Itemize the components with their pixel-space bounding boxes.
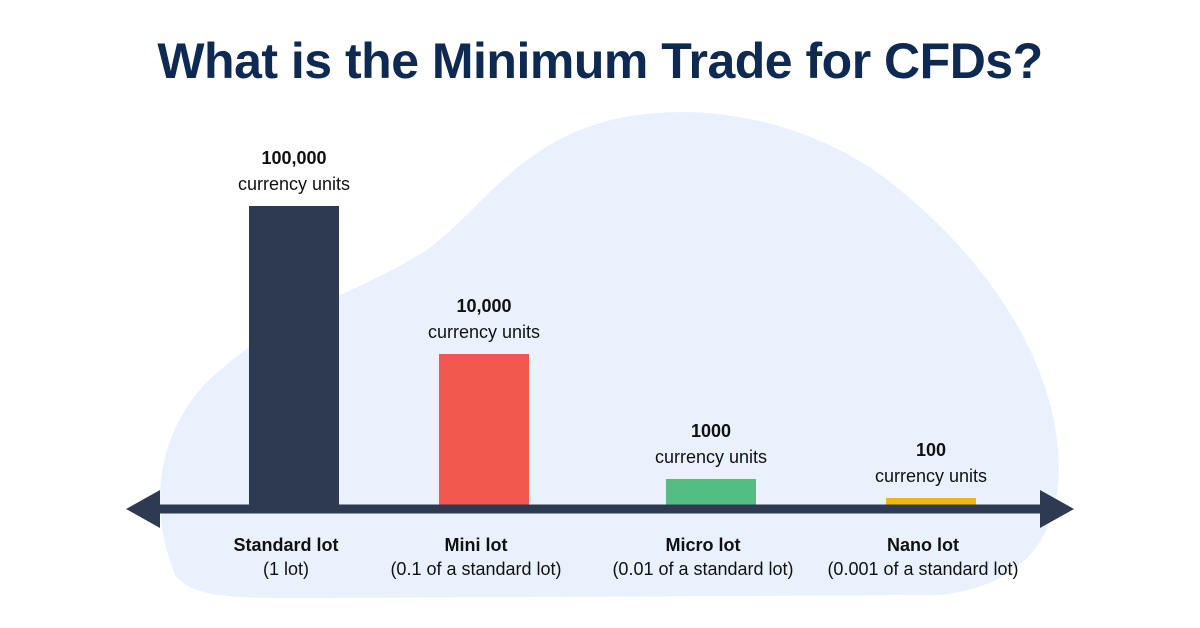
category-label-micro-lot: Micro lot [666,535,741,555]
unit-label-standard-lot: currency units [238,174,350,194]
bar-nano-lot [886,498,976,505]
category-labels-group: Standard lot (1 lot) Mini lot (0.1 of a sta… [233,535,1018,579]
chart-title: What is the Minimum Trade for CFDs? [157,33,1043,89]
category-sublabel-standard-lot: (1 lot) [263,559,309,579]
category-sublabel-nano-lot: (0.001 of a standard lot) [827,559,1018,579]
value-label-mini-lot: 10,000 [456,296,511,316]
unit-label-mini-lot: currency units [428,322,540,342]
x-axis [126,490,1074,528]
bar-standard-lot [249,206,339,505]
value-label-nano-lot: 100 [916,440,946,460]
value-label-micro-lot: 1000 [691,421,731,441]
bars-group [249,206,976,505]
unit-label-micro-lot: currency units [655,447,767,467]
bar-micro-lot [666,479,756,505]
value-label-standard-lot: 100,000 [261,148,326,168]
category-sublabel-micro-lot: (0.01 of a standard lot) [612,559,793,579]
background-blob [160,112,1059,599]
category-label-standard-lot: Standard lot [233,535,338,555]
bar-mini-lot [439,354,529,505]
value-labels-group: 100,000 currency units 10,000 currency unit… [238,148,987,486]
category-sublabel-mini-lot: (0.1 of a standard lot) [390,559,561,579]
axis-arrow-right-icon [1040,490,1074,528]
axis-arrow-left-icon [126,490,160,528]
category-label-nano-lot: Nano lot [887,535,959,555]
category-label-mini-lot: Mini lot [445,535,508,555]
unit-label-nano-lot: currency units [875,466,987,486]
